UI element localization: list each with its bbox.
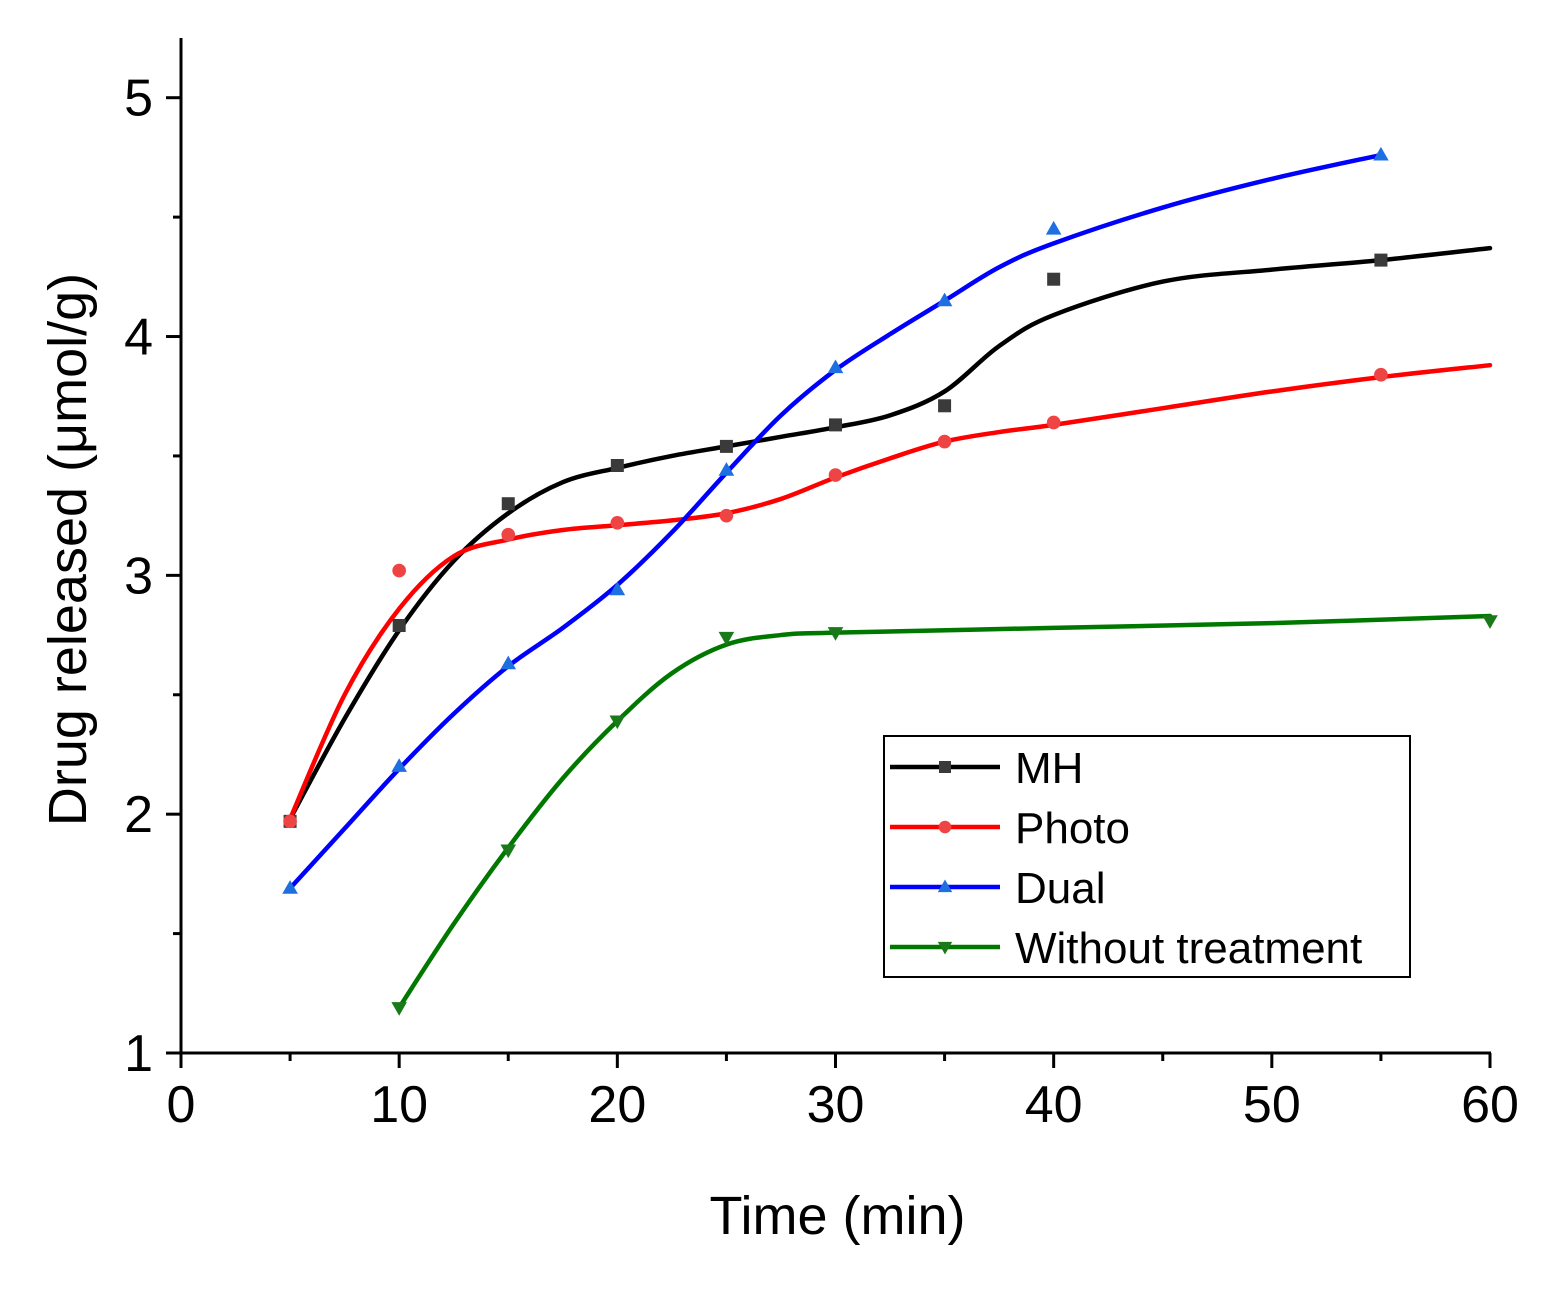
data-point-photo-8: [1046, 415, 1061, 430]
data-point-without-treatment-1: [391, 1002, 407, 1016]
legend-item-photo: Photo: [890, 804, 1130, 853]
x-tick-label: 50: [1243, 1076, 1301, 1134]
data-point-mh-2: [392, 619, 406, 633]
y-axis-title: Drug released (μmol/g): [38, 273, 98, 826]
data-point-mh-3: [501, 497, 515, 511]
x-tick-label: 60: [1461, 1076, 1519, 1134]
data-point-photo-7: [937, 434, 952, 449]
legend-box: [883, 735, 1411, 978]
data-point-dual-7: [936, 292, 953, 307]
axes: [166, 38, 1492, 1068]
data-point-photo-5: [719, 508, 734, 523]
x-tick-label: 10: [370, 1076, 428, 1134]
legend-label-mh: MH: [1015, 744, 1083, 793]
series-line-photo: [287, 362, 1493, 822]
data-point-mh-5: [719, 439, 733, 453]
y-tick-label: 4: [124, 309, 153, 367]
y-tick-label: 2: [124, 786, 153, 844]
data-point-without-treatment-6: [1482, 615, 1498, 629]
data-point-dual-6: [827, 359, 844, 374]
data-point-dual-9: [1373, 146, 1389, 161]
data-point-photo-2: [392, 563, 406, 578]
series-markers: [282, 146, 1498, 1016]
legend-marker-mh: [939, 761, 951, 773]
x-axis-title: Time (min): [710, 1186, 966, 1246]
data-point-mh-4: [610, 458, 624, 472]
data-point-mh-6: [829, 418, 842, 432]
y-tick-label: 1: [124, 1025, 153, 1083]
data-point-dual-3: [500, 655, 517, 670]
x-tick-label: 20: [588, 1076, 646, 1134]
data-point-dual-2: [391, 758, 407, 772]
data-point-photo-4: [610, 515, 625, 530]
tick-labels: 0 10 20 30 40 50 60 1 2 3 4 5 Time (min) Drug release…: [38, 70, 1519, 1246]
data-point-photo-1: [283, 814, 297, 829]
data-point-without-treatment-5: [827, 627, 844, 641]
data-point-mh-9: [1374, 253, 1388, 267]
data-point-without-treatment-3: [609, 715, 626, 730]
data-point-dual-8: [1045, 220, 1062, 235]
series-line-mh: [287, 245, 1493, 822]
legend-marker-dual: [937, 879, 953, 893]
y-tick-label: 3: [124, 547, 153, 605]
data-point-photo-3: [501, 527, 516, 542]
x-tick-label: 40: [1025, 1076, 1083, 1134]
series-line-dual: [287, 152, 1384, 891]
data-point-photo-6: [828, 468, 843, 482]
legend-label-without-treatment: Without treatment: [1015, 924, 1362, 973]
data-point-dual-4: [609, 581, 626, 596]
x-tick-label: 0: [167, 1076, 196, 1134]
data-point-mh-8: [1047, 272, 1061, 286]
legend-marker-photo: [938, 820, 952, 834]
data-point-dual-5: [718, 462, 735, 476]
legend-label-photo: Photo: [1015, 804, 1130, 853]
legend: MH Photo Dual Without treatment: [883, 735, 1411, 978]
data-point-dual-1: [282, 880, 298, 894]
x-tick-label: 30: [807, 1076, 865, 1134]
data-point-without-treatment-2: [500, 844, 517, 859]
data-point-without-treatment-4: [718, 631, 735, 646]
legend-item-without-treatment: Without treatment: [890, 924, 1362, 973]
y-tick-label: 5: [124, 70, 153, 128]
data-point-photo-9: [1374, 367, 1388, 382]
legend-item-mh: MH: [890, 744, 1083, 793]
data-point-mh-7: [938, 399, 952, 413]
legend-label-dual: Dual: [1015, 864, 1106, 913]
legend-marker-without-treatment: [937, 941, 953, 955]
legend-item-dual: Dual: [890, 864, 1106, 913]
